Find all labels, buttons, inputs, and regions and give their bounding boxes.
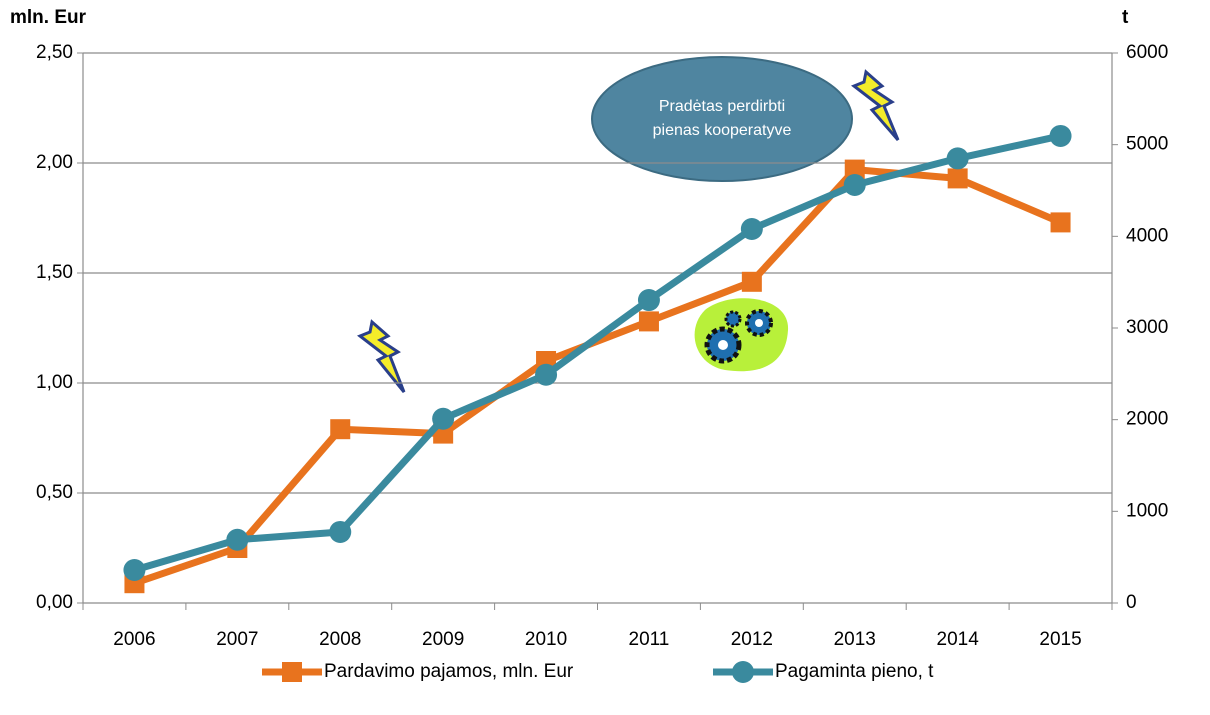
y-axis-label: mln. Eur xyxy=(10,7,87,28)
lightning-icon xyxy=(850,69,900,141)
y-tick-label: 2,50 xyxy=(36,42,73,63)
marker xyxy=(947,168,968,189)
annotation-text: pienas kooperatyve xyxy=(653,122,792,139)
marker xyxy=(946,147,969,170)
y-tick-label: 2,00 xyxy=(36,152,73,173)
line xyxy=(133,132,1062,574)
y2-tick-label: 4000 xyxy=(1126,225,1168,246)
marker xyxy=(741,271,762,292)
marker xyxy=(638,311,659,332)
legend-label: Pagaminta pieno, t xyxy=(775,661,934,682)
legend-swatch xyxy=(282,662,302,682)
x-tick-label: 2007 xyxy=(216,629,258,650)
y2-tick-label: 0 xyxy=(1126,592,1137,613)
marker xyxy=(330,419,351,440)
x-tick-label: 2013 xyxy=(834,629,876,650)
marker xyxy=(1050,212,1071,233)
annotation-text: Pradėtas perdirbti xyxy=(659,98,785,115)
marker xyxy=(535,363,558,386)
x-tick-label: 2014 xyxy=(937,629,980,650)
y-tick-label: 1,50 xyxy=(36,262,73,283)
gears-icon xyxy=(694,298,789,372)
x-tick-label: 2012 xyxy=(731,629,773,650)
x-tick-label: 2015 xyxy=(1039,629,1081,650)
series xyxy=(124,159,1071,594)
x-tick-label: 2009 xyxy=(422,629,464,650)
series xyxy=(123,124,1072,581)
y2-tick-label: 2000 xyxy=(1126,409,1168,430)
y-tick-label: 1,00 xyxy=(36,372,73,393)
marker xyxy=(123,559,146,581)
x-tick-label: 2011 xyxy=(629,629,670,650)
y2-tick-label: 1000 xyxy=(1126,500,1168,521)
x-tick-label: 2010 xyxy=(525,629,567,650)
y2-tick-label: 5000 xyxy=(1126,134,1168,155)
marker xyxy=(329,520,352,543)
y2-tick-label: 6000 xyxy=(1126,42,1168,63)
lightning-icon xyxy=(356,319,406,393)
y2-axis-label: t xyxy=(1122,7,1129,28)
y-tick-label: 0,50 xyxy=(36,482,73,503)
annotation: Pradėtas perdirbti pienas kooperatyve xyxy=(591,56,853,182)
y2-tick-label: 3000 xyxy=(1126,317,1168,338)
marker xyxy=(637,289,660,312)
marker xyxy=(432,407,455,430)
marker xyxy=(844,159,865,180)
line xyxy=(133,166,1062,587)
marker xyxy=(740,218,763,240)
y-tick-label: 0,00 xyxy=(36,592,73,613)
marker xyxy=(226,528,249,551)
annotation-bubble xyxy=(591,56,853,182)
x-tick-label: 2006 xyxy=(113,629,155,650)
marker xyxy=(843,174,866,196)
legend-swatch xyxy=(732,661,754,683)
x-tick-label: 2008 xyxy=(319,629,361,650)
marker xyxy=(1049,124,1072,147)
legend-label: Pardavimo pajamos, mln. Eur xyxy=(324,661,574,682)
